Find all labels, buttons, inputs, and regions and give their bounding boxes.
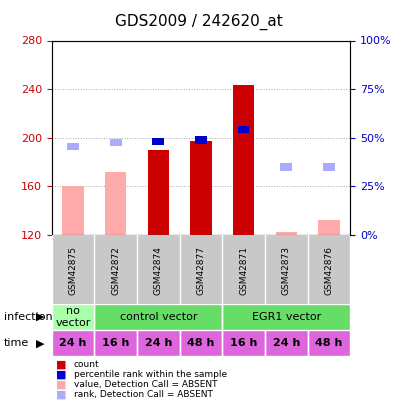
Text: GDS2009 / 242620_at: GDS2009 / 242620_at xyxy=(115,14,283,30)
Text: rank, Detection Call = ABSENT: rank, Detection Call = ABSENT xyxy=(74,390,213,399)
Text: 24 h: 24 h xyxy=(144,338,172,348)
Text: GSM42876: GSM42876 xyxy=(324,246,334,295)
Bar xyxy=(222,330,265,356)
Bar xyxy=(222,235,265,306)
Text: ▶: ▶ xyxy=(35,312,44,322)
Bar xyxy=(148,150,169,235)
Text: 48 h: 48 h xyxy=(315,338,343,348)
Bar xyxy=(179,235,222,306)
Text: GSM42875: GSM42875 xyxy=(68,246,78,295)
Bar xyxy=(94,330,137,356)
Text: GSM42872: GSM42872 xyxy=(111,246,120,295)
Bar xyxy=(137,235,179,306)
Text: 24 h: 24 h xyxy=(273,338,300,348)
Bar xyxy=(94,235,137,306)
Bar xyxy=(94,304,222,330)
Bar xyxy=(323,163,335,171)
Bar xyxy=(152,138,164,145)
Bar xyxy=(318,220,339,235)
Bar xyxy=(308,330,350,356)
Text: 16 h: 16 h xyxy=(102,338,129,348)
Text: infection: infection xyxy=(4,312,53,322)
Bar xyxy=(94,330,137,356)
Bar xyxy=(275,232,297,235)
Text: EGR1 vector: EGR1 vector xyxy=(252,312,321,322)
Text: count: count xyxy=(74,360,99,369)
Text: GSM42873: GSM42873 xyxy=(282,246,291,295)
Bar xyxy=(105,172,127,235)
Text: 48 h: 48 h xyxy=(187,338,215,348)
Bar xyxy=(62,186,84,235)
Bar xyxy=(137,330,179,356)
Text: GSM42871: GSM42871 xyxy=(239,246,248,295)
Text: time: time xyxy=(4,338,29,348)
Text: value, Detection Call = ABSENT: value, Detection Call = ABSENT xyxy=(74,380,217,389)
Bar xyxy=(179,330,222,356)
Bar xyxy=(179,330,222,356)
Text: ■: ■ xyxy=(56,390,66,400)
Bar xyxy=(52,304,94,330)
Text: control vector: control vector xyxy=(119,312,197,322)
Text: 24 h: 24 h xyxy=(59,338,87,348)
Bar xyxy=(265,235,308,306)
Bar xyxy=(110,139,121,146)
Bar xyxy=(52,304,94,330)
Text: 16 h: 16 h xyxy=(230,338,258,348)
Bar xyxy=(222,330,265,356)
Bar xyxy=(195,136,207,144)
Bar xyxy=(52,235,94,306)
Bar xyxy=(222,304,350,330)
Text: percentile rank within the sample: percentile rank within the sample xyxy=(74,370,227,379)
Text: GSM42877: GSM42877 xyxy=(197,246,205,295)
Bar xyxy=(281,163,292,171)
Bar xyxy=(222,304,350,330)
Text: no
vector: no vector xyxy=(55,306,91,328)
Bar xyxy=(94,304,222,330)
Bar xyxy=(265,330,308,356)
Bar xyxy=(308,330,350,356)
Bar xyxy=(265,330,308,356)
Text: ■: ■ xyxy=(56,380,66,390)
Text: GSM42874: GSM42874 xyxy=(154,246,163,295)
Bar xyxy=(52,330,94,356)
Bar xyxy=(67,143,79,150)
Bar xyxy=(190,141,212,235)
Text: ■: ■ xyxy=(56,370,66,379)
Bar xyxy=(238,126,250,133)
Bar xyxy=(52,330,94,356)
Bar xyxy=(308,235,350,306)
Text: ■: ■ xyxy=(56,360,66,369)
Text: ▶: ▶ xyxy=(35,338,44,348)
Bar xyxy=(233,85,254,235)
Bar xyxy=(137,330,179,356)
